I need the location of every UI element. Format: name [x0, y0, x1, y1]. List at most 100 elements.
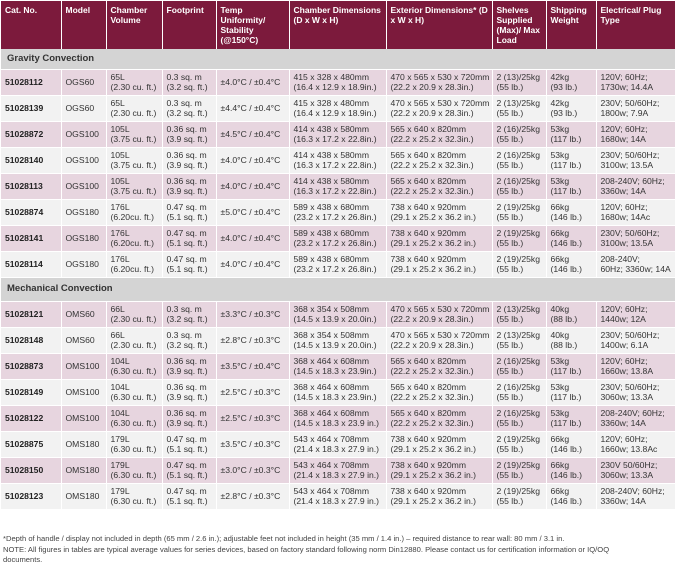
footnote-depth: *Depth of handle / display not included …	[3, 534, 565, 543]
table-row: 51028150 OMS180 179L (6.30 cu. ft.) 0.47 sq.…	[1, 457, 676, 484]
cell-line: (14.5 x 18.3 x 23.9in.)	[293, 366, 377, 376]
cell-shelves: 2 (13)/25kg (55 lb.)	[492, 69, 547, 96]
cell-shipping-weight: 42kg (93 lb.)	[546, 95, 597, 122]
cell-footprint: 0.36 sq. m (3.9 sq. ft.)	[162, 147, 217, 174]
cell-shipping-weight: 53kg (117 lb.)	[546, 147, 597, 174]
cell-shelves: 2 (16)/25kg (55 lb.)	[492, 353, 547, 380]
cell-temp-uniformity: ±4.0°C / ±0.4°C	[216, 251, 290, 278]
cell-temp-uniformity: ±4.0°C / ±0.4°C	[216, 69, 290, 96]
cell-temp-uniformity: ±4.5°C / ±0.4°C	[216, 121, 290, 148]
section-title: Gravity Convection	[1, 49, 676, 70]
cell-line: ±4.0°C / ±0.4°C	[220, 77, 281, 87]
cell-line: 51028141	[5, 233, 44, 243]
cell-line: ±4.4°C / ±0.4°C	[220, 103, 281, 113]
cell-line: (6.20cu. ft.)	[110, 238, 154, 248]
cell-line: (14.5 x 13.9 x 20.0in.)	[293, 314, 377, 324]
cell-shelves: 2 (16)/25kg (55 lb.)	[492, 121, 547, 148]
cell-line: ±3.3°C / ±0.3°C	[220, 309, 281, 319]
cell-line: OMS100	[65, 361, 100, 371]
cell-model: OGS100	[61, 121, 107, 148]
cell-line: ±4.0°C / ±0.4°C	[220, 181, 281, 191]
cell-exterior-dimensions: 565 x 640 x 820mm (22.2 x 25.2 x 32.3in.)	[386, 173, 493, 200]
cell-line: (55 lb.)	[496, 418, 524, 428]
cell-footprint: 0.3 sq. m (3.2 sq. ft.)	[162, 327, 217, 354]
cell-footprint: 0.47 sq. m (5.1 sq. ft.)	[162, 483, 217, 510]
cell-cat-no: 51028139	[1, 95, 62, 122]
cell-electrical: 120V; 60Hz; 1680w; 14Ac	[596, 199, 676, 226]
cell-line: (2.30 cu. ft.)	[110, 108, 157, 118]
cell-line: (14.5 x 18.3 x 23.9 in.)	[293, 418, 380, 428]
cell-line: (88 lb.)	[550, 314, 578, 324]
cell-line: (6.30 cu. ft.)	[110, 392, 157, 402]
cell-line: (2.30 cu. ft.)	[110, 314, 157, 324]
cell-footprint: 0.3 sq. m (3.2 sq. ft.)	[162, 301, 217, 328]
cell-line: (6.20cu. ft.)	[110, 212, 154, 222]
cell-line: 0.47 sq. m	[166, 202, 207, 212]
cell-electrical: 230V 50/60Hz; 3060w; 13.3A	[596, 457, 676, 484]
cell-cat-no: 51028872	[1, 121, 62, 148]
cell-line: 1680w; 14A	[600, 134, 646, 144]
cell-line: 208-240V; 60Hz;	[600, 486, 665, 496]
cell-chamber-dimensions: 368 x 464 x 608mm (14.5 x 18.3 x 23.9in.)	[289, 353, 387, 380]
cell-shipping-weight: 40kg (88 lb.)	[546, 301, 597, 328]
cell-line: 3360w; 14A	[600, 186, 646, 196]
cell-line: 66kg	[550, 434, 570, 444]
cell-line: (5.1 sq. ft.)	[166, 212, 208, 222]
cell-line: (55 lb.)	[496, 160, 524, 170]
cell-line: (6.30 cu. ft.)	[110, 366, 157, 376]
cell-line: 0.47 sq. m	[166, 434, 207, 444]
cell-line: 53kg	[550, 176, 570, 186]
cell-footprint: 0.3 sq. m (3.2 sq. ft.)	[162, 69, 217, 96]
cell-exterior-dimensions: 738 x 640 x 920mm (29.1 x 25.2 x 36.2 in.…	[386, 457, 493, 484]
cell-line: 3100w; 13.5A	[600, 160, 654, 170]
cell-line: 176L	[110, 228, 130, 238]
cell-footprint: 0.47 sq. m (5.1 sq. ft.)	[162, 431, 217, 458]
cell-line: 543 x 464 x 708mm	[293, 460, 369, 470]
cell-line: 565 x 640 x 820mm	[390, 356, 466, 366]
cell-chamber-dimensions: 368 x 464 x 608mm (14.5 x 18.3 x 23.9 in.…	[289, 405, 387, 432]
cell-line: 2 (13)/25kg	[496, 98, 540, 108]
cell-temp-uniformity: ±3.5°C / ±0.3°C	[216, 431, 290, 458]
cell-line: 120V; 60Hz;	[600, 72, 648, 82]
cell-chamber-volume: 104L (6.30 cu. ft.)	[106, 379, 163, 406]
cell-chamber-dimensions: 543 x 464 x 708mm (21.4 x 18.3 x 27.9 in.…	[289, 431, 387, 458]
section-row: Mechanical Convection	[1, 277, 676, 302]
header-cat-no: Cat. No.	[1, 1, 62, 49]
cell-line: 51028872	[5, 129, 44, 139]
cell-line: (6.30 cu. ft.)	[110, 444, 157, 454]
cell-line: 0.47 sq. m	[166, 228, 207, 238]
cell-line: ±3.5°C / ±0.4°C	[220, 361, 281, 371]
cell-cat-no: 51028141	[1, 225, 62, 252]
cell-line: 66kg	[550, 460, 570, 470]
cell-shelves: 2 (13)/25kg (55 lb.)	[492, 327, 547, 354]
cell-line: OGS60	[65, 77, 95, 87]
cell-line: (23.2 x 17.2 x 26.8in.)	[293, 212, 377, 222]
cell-line: 230V; 50/60Hz;	[600, 98, 660, 108]
cell-chamber-dimensions: 414 x 438 x 580mm (16.3 x 17.2 x 22.8in.)	[289, 147, 387, 174]
cell-line: 738 x 640 x 920mm	[390, 254, 466, 264]
cell-line: (29.1 x 25.2 x 36.2 in.)	[390, 264, 477, 274]
cell-line: ±2.8°C / ±0.3°C	[220, 335, 281, 345]
cell-line: 0.36 sq. m	[166, 124, 207, 134]
cell-chamber-volume: 179L (6.30 cu. ft.)	[106, 431, 163, 458]
cell-shipping-weight: 66kg (146 lb.)	[546, 199, 597, 226]
cell-exterior-dimensions: 565 x 640 x 820mm (22.2 x 25.2 x 32.3in.)	[386, 379, 493, 406]
cell-line: (16.4 x 12.9 x 18.9in.)	[293, 82, 377, 92]
cell-temp-uniformity: ±2.8°C / ±0.3°C	[216, 483, 290, 510]
header-chamber-volume: Chamber Volume	[106, 1, 163, 49]
cell-shipping-weight: 53kg (117 lb.)	[546, 121, 597, 148]
cell-line: (29.1 x 25.2 x 36.2 in.)	[390, 238, 477, 248]
cell-line: 470 x 565 x 530 x 720mm	[390, 304, 490, 314]
cell-model: OGS180	[61, 199, 107, 226]
cell-electrical: 120V; 60Hz; 1680w; 14A	[596, 121, 676, 148]
cell-line: (146 lb.)	[550, 264, 583, 274]
cell-exterior-dimensions: 470 x 565 x 530 x 720mm (22.2 x 20.9 x 28…	[386, 69, 493, 96]
cell-line: 738 x 640 x 920mm	[390, 486, 466, 496]
cell-shipping-weight: 53kg (117 lb.)	[546, 353, 597, 380]
cell-cat-no: 51028112	[1, 69, 62, 96]
cell-model: OGS180	[61, 225, 107, 252]
cell-line: 104L	[110, 408, 130, 418]
cell-line: 2 (13)/25kg	[496, 72, 540, 82]
cell-line: (6.20cu. ft.)	[110, 264, 154, 274]
